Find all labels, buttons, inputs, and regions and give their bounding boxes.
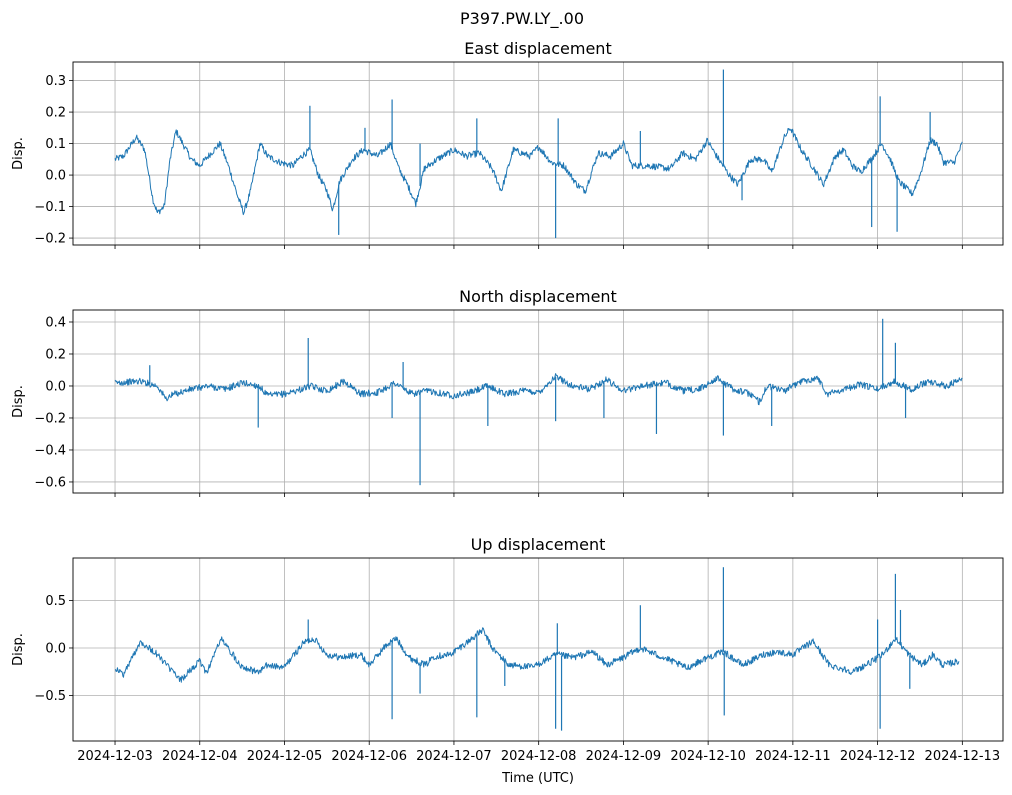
east-axes-frame: [72, 61, 1004, 246]
east-y-axis-label: Disp.: [11, 137, 26, 170]
up-axes-frame: [72, 557, 1004, 742]
x-tick-label: 2024-12-10: [670, 749, 746, 764]
north-y-tick-label: 0.4: [45, 315, 66, 330]
up-series-group: [114, 567, 960, 731]
east-y-tick-label: −0.1: [34, 200, 66, 215]
north-y-axis-label: Disp.: [11, 385, 26, 418]
up-y-tick-label: −0.5: [34, 689, 66, 704]
x-tick-label: 2024-12-12: [840, 749, 916, 764]
up-displacement-line: [114, 627, 960, 683]
up-y-tick-label: 0.5: [45, 594, 66, 609]
east-y-tick-label: 0.0: [45, 169, 66, 184]
x-tick-label: 2024-12-13: [925, 749, 1001, 764]
east-displacement-panel: East displacement Disp. −0.2 −0.1 0.0 0.1 0.…: [11, 39, 1004, 249]
east-y-tick-label: 0.2: [45, 106, 66, 121]
x-axis-label: Time (UTC): [501, 771, 574, 786]
north-y-tick-label: 0.2: [45, 347, 66, 362]
east-series-group: [114, 69, 963, 239]
east-displacement-line: [114, 128, 963, 216]
x-tick-label: 2024-12-08: [501, 749, 577, 764]
x-tick-label: 2024-12-03: [77, 749, 153, 764]
x-tick-label: 2024-12-04: [162, 749, 238, 764]
east-y-tick-label: −0.2: [34, 232, 66, 247]
up-displacement-panel: Up displacement Disp. 2024-12-03 2024-12-…: [11, 535, 1004, 764]
x-tick-label: 2024-12-09: [586, 749, 662, 764]
x-tick-label: 2024-12-11: [755, 749, 831, 764]
north-panel-title: North displacement: [459, 287, 617, 306]
x-tick-label: 2024-12-07: [416, 749, 492, 764]
north-y-tick-label: −0.6: [34, 475, 66, 490]
east-panel-title: East displacement: [464, 39, 611, 58]
north-y-tick-label: −0.4: [34, 443, 66, 458]
north-series-group: [114, 318, 963, 486]
north-displacement-line: [114, 373, 963, 406]
x-tick-label: 2024-12-06: [331, 749, 407, 764]
up-panel-title: Up displacement: [471, 535, 606, 554]
east-y-tick-label: 0.1: [45, 137, 66, 152]
x-tick-label: 2024-12-05: [247, 749, 323, 764]
up-y-tick-label: 0.0: [45, 641, 66, 656]
figure-suptitle: P397.PW.LY_.00: [460, 9, 584, 29]
east-y-tick-label: 0.3: [45, 74, 66, 89]
north-displacement-panel: North displacement Disp. −0.6 −0.4 −0.2 0.0…: [11, 287, 1004, 497]
up-y-axis-label: Disp.: [11, 633, 26, 666]
north-y-tick-label: −0.2: [34, 411, 66, 426]
north-axes-frame: [72, 309, 1004, 494]
north-y-tick-label: 0.0: [45, 379, 66, 394]
